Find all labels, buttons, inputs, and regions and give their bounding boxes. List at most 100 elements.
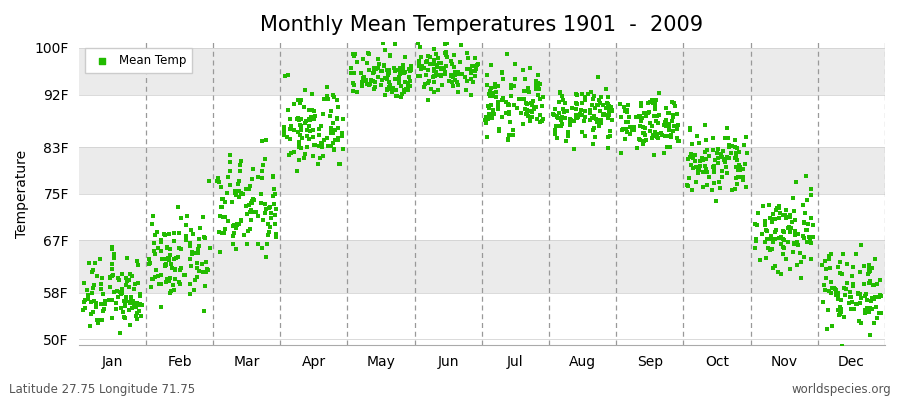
Point	[585, 101, 599, 108]
Point	[327, 146, 341, 152]
Point	[601, 134, 616, 141]
Point	[634, 103, 648, 109]
Point	[329, 116, 344, 122]
Point	[716, 157, 731, 164]
Point	[654, 132, 669, 139]
Point	[868, 296, 882, 302]
Point	[152, 281, 166, 287]
Point	[129, 304, 143, 310]
Point	[320, 96, 335, 102]
Point	[602, 105, 616, 112]
Point	[184, 256, 198, 262]
Point	[862, 309, 877, 315]
Point	[122, 300, 137, 306]
Point	[567, 118, 581, 124]
Point	[585, 115, 599, 122]
Bar	[78, 94, 885, 147]
Point	[444, 58, 458, 65]
Point	[670, 110, 685, 117]
Point	[482, 110, 496, 117]
Point	[321, 143, 336, 149]
Point	[229, 224, 243, 231]
Point	[599, 112, 614, 118]
Point	[816, 282, 831, 288]
Point	[228, 190, 242, 196]
Point	[328, 126, 342, 133]
Point	[761, 202, 776, 208]
Point	[484, 62, 499, 68]
Point	[873, 292, 887, 299]
Point	[790, 231, 805, 237]
Point	[86, 281, 101, 288]
Point	[481, 134, 495, 140]
Point	[691, 166, 706, 173]
Point	[865, 306, 879, 313]
Point	[212, 179, 227, 185]
Point	[262, 229, 276, 235]
Point	[862, 262, 877, 268]
Point	[784, 224, 798, 231]
Point	[350, 89, 365, 95]
Point	[867, 320, 881, 326]
Point	[193, 225, 207, 231]
Point	[486, 111, 500, 118]
Point	[251, 174, 266, 180]
Point	[869, 315, 884, 322]
Point	[174, 215, 188, 221]
Point	[151, 244, 166, 251]
Bar	[78, 147, 885, 194]
Point	[310, 161, 325, 167]
Point	[163, 290, 177, 296]
Point	[667, 100, 681, 106]
Point	[110, 288, 124, 295]
Point	[297, 104, 311, 110]
Point	[448, 68, 463, 75]
Point	[331, 137, 346, 143]
Point	[106, 250, 121, 257]
Point	[861, 266, 876, 272]
Point	[713, 184, 727, 191]
Point	[698, 163, 712, 169]
Point	[562, 119, 577, 126]
Point	[764, 235, 778, 242]
Point	[551, 115, 565, 122]
Point	[846, 281, 860, 287]
Point	[470, 62, 484, 68]
Point	[639, 112, 653, 119]
Point	[736, 177, 751, 184]
Point	[427, 61, 441, 67]
Point	[266, 186, 281, 192]
Point	[619, 106, 634, 113]
Point	[439, 49, 454, 56]
Point	[546, 112, 561, 118]
Point	[329, 115, 344, 122]
Point	[833, 259, 848, 265]
Point	[383, 53, 398, 60]
Point	[851, 290, 866, 297]
Point	[680, 181, 695, 188]
Point	[621, 119, 635, 125]
Point	[507, 132, 521, 138]
Point	[242, 183, 256, 190]
Point	[578, 97, 592, 104]
Point	[402, 74, 417, 80]
Point	[650, 112, 664, 119]
Point	[781, 224, 796, 230]
Point	[729, 164, 743, 170]
Point	[600, 144, 615, 151]
Point	[556, 109, 571, 116]
Point	[403, 82, 418, 89]
Point	[525, 102, 539, 109]
Point	[788, 179, 803, 186]
Point	[758, 238, 772, 245]
Point	[197, 308, 211, 314]
Point	[479, 120, 493, 127]
Point	[354, 70, 368, 76]
Point	[527, 106, 542, 112]
Point	[124, 294, 139, 300]
Point	[184, 249, 199, 256]
Point	[392, 79, 407, 86]
Point	[211, 175, 225, 182]
Point	[753, 257, 768, 264]
Point	[174, 246, 188, 253]
